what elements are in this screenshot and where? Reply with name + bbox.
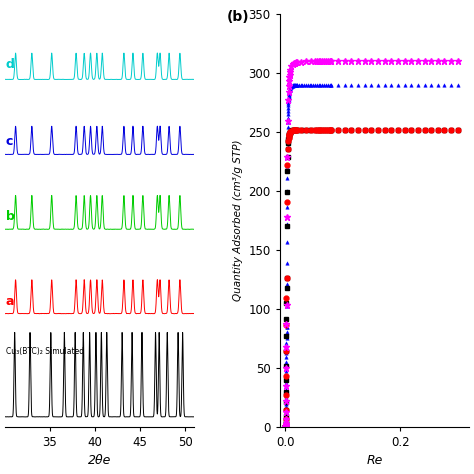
X-axis label: Re: Re bbox=[366, 454, 383, 467]
Text: Cu₃(BTC)₂ Simulated: Cu₃(BTC)₂ Simulated bbox=[6, 347, 84, 356]
Y-axis label: Quantity Adsorbed (cm³/g STP): Quantity Adsorbed (cm³/g STP) bbox=[233, 140, 243, 301]
Text: (b): (b) bbox=[227, 10, 249, 24]
Text: d: d bbox=[6, 58, 15, 71]
Text: c: c bbox=[6, 135, 13, 148]
Text: a: a bbox=[6, 294, 14, 308]
Text: b: b bbox=[6, 210, 15, 223]
X-axis label: 2θe: 2θe bbox=[88, 454, 111, 467]
